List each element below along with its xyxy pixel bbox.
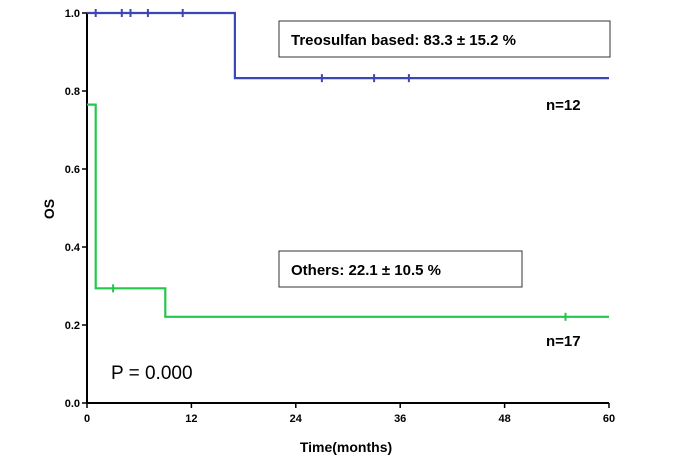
others-n-label: n=17 — [546, 333, 581, 350]
y-tick-label: 0.8 — [65, 86, 80, 98]
x-axis-title: Time(months) — [300, 439, 392, 455]
y-tick-label: 0.2 — [65, 320, 80, 332]
others-label-box: Others: 22.1 ± 10.5 % — [278, 250, 523, 288]
series-layer — [87, 9, 609, 321]
p-value-label: P = 0.000 — [111, 363, 193, 384]
x-tick-label: 0 — [84, 413, 90, 425]
y-tick-label: 0.0 — [65, 398, 80, 410]
others-survival-curve — [87, 103, 609, 318]
x-tick-label: 60 — [603, 413, 615, 425]
treosulfan-box-label: Treosulfan based: 83.3 ± 15.2 % — [291, 32, 516, 49]
y-tick-label: 0.6 — [65, 164, 80, 176]
x-tick-label: 36 — [394, 413, 406, 425]
x-tick-label: 12 — [185, 413, 197, 425]
y-tick-label: 1.0 — [65, 8, 80, 20]
others-box-label: Others: 22.1 ± 10.5 % — [291, 262, 441, 279]
y-ticks: 0.0 0.2 0.4 0.6 0.8 1.0 — [65, 8, 87, 410]
axes — [86, 13, 609, 404]
x-tick-label: 24 — [290, 413, 303, 425]
treosulfan-label-box: Treosulfan based: 83.3 ± 15.2 % — [278, 20, 611, 58]
y-tick-label: 0.4 — [65, 242, 81, 254]
treosulfan-n-label: n=12 — [546, 97, 581, 114]
x-tick-label: 48 — [498, 413, 510, 425]
treosulfan-survival-curve — [87, 11, 609, 80]
y-axis-title: OS — [41, 199, 57, 219]
x-ticks: 0 12 24 36 48 60 — [84, 403, 615, 425]
